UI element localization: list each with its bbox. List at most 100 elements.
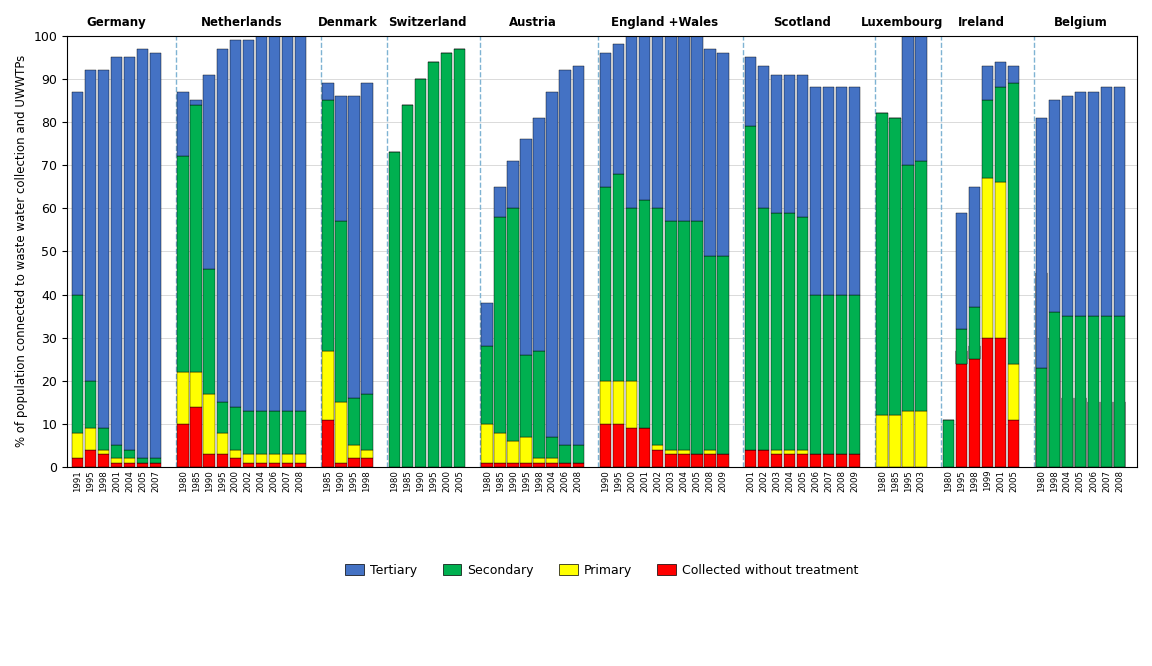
Bar (507, 161, 518, 208)
Bar (1114, 402, 1126, 467)
Bar (560, 446, 571, 463)
Bar (771, 450, 782, 454)
Bar (243, 40, 253, 411)
Bar (943, 420, 954, 467)
Bar (348, 398, 359, 446)
Bar (71, 458, 83, 467)
Bar (546, 463, 558, 467)
Bar (613, 424, 624, 467)
Bar (124, 458, 135, 463)
Bar (533, 350, 545, 458)
Bar (613, 45, 624, 174)
Bar (295, 36, 306, 411)
Bar (243, 463, 253, 467)
Text: Belgium: Belgium (1053, 16, 1107, 29)
Bar (982, 101, 993, 178)
Bar (783, 212, 795, 450)
Bar (1062, 96, 1073, 316)
Bar (217, 432, 228, 454)
Bar (427, 61, 439, 467)
Bar (679, 450, 690, 454)
Bar (1008, 420, 1020, 467)
Bar (810, 294, 821, 454)
Bar (348, 96, 359, 398)
Bar (546, 92, 558, 437)
Bar (482, 424, 493, 463)
Bar (652, 208, 664, 446)
Bar (388, 152, 400, 467)
Bar (124, 450, 135, 458)
Bar (849, 454, 861, 467)
Bar (626, 208, 637, 381)
Bar (639, 31, 651, 200)
Bar (956, 350, 968, 364)
Bar (150, 458, 161, 463)
Bar (783, 450, 795, 454)
Bar (679, 454, 690, 467)
Bar (982, 338, 993, 467)
Bar (98, 428, 109, 450)
Bar (956, 329, 968, 364)
Bar (229, 458, 241, 467)
Bar (600, 424, 612, 467)
Bar (704, 454, 715, 467)
Bar (281, 454, 293, 463)
Bar (902, 165, 914, 411)
Bar (560, 463, 571, 467)
Bar (836, 294, 847, 454)
Bar (190, 407, 202, 467)
Bar (665, 221, 676, 450)
Bar (124, 463, 135, 467)
Bar (902, 411, 914, 467)
Bar (652, 31, 664, 208)
Bar (454, 49, 465, 467)
Bar (797, 217, 809, 450)
Bar (995, 87, 1007, 182)
Bar (626, 428, 637, 467)
Bar (810, 87, 821, 294)
Bar (177, 157, 189, 372)
Bar (482, 463, 493, 467)
Bar (889, 416, 901, 467)
Bar (268, 454, 280, 463)
Bar (204, 268, 215, 394)
Bar (1036, 118, 1047, 368)
Bar (969, 346, 980, 359)
Bar (229, 407, 241, 450)
Bar (1062, 398, 1073, 467)
Bar (744, 57, 756, 127)
Bar (982, 178, 993, 338)
Bar (177, 92, 189, 157)
Bar (704, 450, 715, 454)
Bar (613, 381, 624, 424)
Bar (546, 437, 558, 458)
Bar (1100, 402, 1112, 467)
Bar (335, 402, 347, 463)
Bar (507, 441, 518, 463)
Bar (665, 454, 676, 467)
Y-axis label: % of population connected to waste water collection and UWWTPs: % of population connected to waste water… (15, 55, 28, 448)
Bar (521, 437, 532, 463)
Bar (836, 454, 847, 467)
Bar (902, 36, 914, 165)
Bar (758, 208, 770, 450)
Bar (600, 381, 612, 424)
Bar (704, 256, 715, 450)
Bar (916, 161, 927, 411)
Bar (1008, 83, 1020, 364)
Text: Scotland: Scotland (773, 16, 832, 29)
Bar (797, 75, 809, 217)
Bar (441, 53, 453, 467)
Bar (652, 450, 664, 467)
Bar (323, 101, 334, 350)
Bar (969, 308, 980, 359)
Bar (1036, 273, 1047, 467)
Bar (1048, 338, 1060, 467)
Bar (348, 446, 359, 458)
Bar (613, 174, 624, 381)
Bar (1087, 92, 1099, 316)
Bar (600, 186, 612, 381)
Text: Austria: Austria (509, 16, 556, 29)
Bar (995, 182, 1007, 338)
Bar (1075, 92, 1086, 316)
